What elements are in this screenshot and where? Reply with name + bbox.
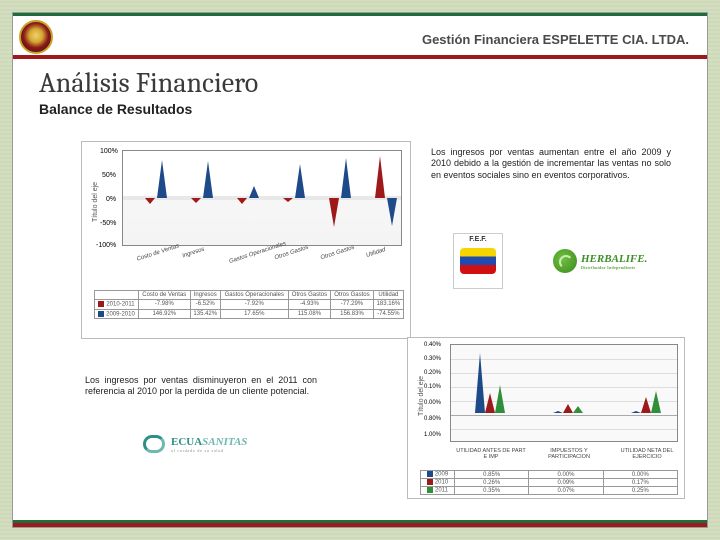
content-area: Título del eje 100% 50% 0% -50% -100% Co… [33,141,693,521]
chart-balance-variation: Título del eje 100% 50% 0% -50% -100% Co… [81,141,411,339]
leaf-icon [553,249,577,273]
chart1-data-table: Costo de Ventas Ingresos Gastos Operacio… [94,290,404,319]
client-logos: F.E.F. HERBALIFE. Distribuidor Independi… [435,233,665,289]
chart-utility-percent: Título del eje 0.40% 0.30% 0.20% 0.10% 0… [407,337,685,499]
ecuasanitas-logo: ECUASANITAS al cuidado de su salud [143,429,283,459]
chart1-plot [122,150,402,246]
page-subtitle: Balance de Resultados [13,101,707,123]
paragraph-increase: Los ingresos por ventas aumentan entre e… [431,147,671,181]
page-title: Análisis Financiero [13,59,707,101]
header: Gestión Financiera ESPELETTE CIA. LTDA. [13,13,707,59]
fef-logo: F.E.F. [453,233,503,289]
header-company: Gestión Financiera ESPELETTE CIA. LTDA. [422,32,689,47]
chart2-plot [450,344,678,442]
footer-bar [13,520,707,527]
company-seal-logo [19,20,53,54]
ecuasanitas-icon [143,433,167,455]
herbalife-logo: HERBALIFE. Distribuidor Independiente [553,239,649,283]
paragraph-decrease: Los ingresos por ventas disminuyeron en … [85,375,317,398]
chart2-data-table: 2009 0.85%0.00%0.00% 2010 0.26%0.09%0.17… [420,470,678,495]
slide: Gestión Financiera ESPELETTE CIA. LTDA. … [12,12,708,528]
chart2-ylabel: Título del eje [418,376,425,416]
chart1-ylabel: Título del eje [92,182,99,222]
